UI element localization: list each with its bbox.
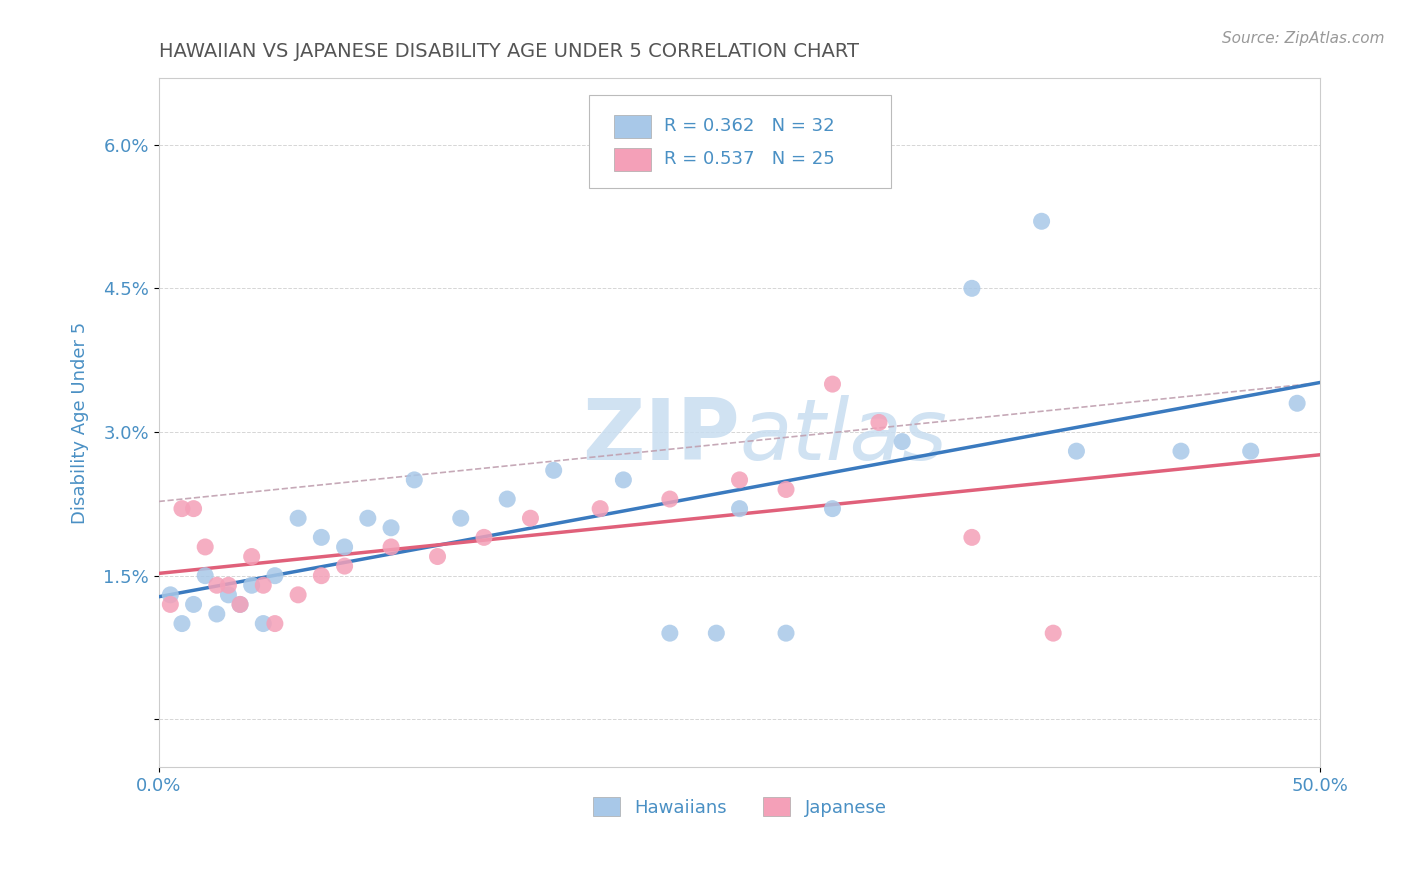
Point [960, 281, 983, 295]
Point [229, 598, 252, 612]
FancyBboxPatch shape [589, 95, 890, 188]
Point [658, 491, 681, 506]
Point [704, 626, 727, 640]
Point [472, 530, 495, 544]
Point [311, 568, 333, 582]
Point [728, 473, 751, 487]
Point [821, 501, 844, 516]
Point [170, 501, 193, 516]
Point [543, 463, 565, 477]
Point [240, 549, 263, 564]
Point [217, 588, 239, 602]
Point [1286, 396, 1309, 410]
Point [450, 511, 472, 525]
Point [205, 578, 228, 592]
Point [1042, 626, 1064, 640]
Point [252, 578, 274, 592]
Point [217, 578, 239, 592]
Point [380, 521, 402, 535]
Point [960, 530, 983, 544]
Y-axis label: Disability Age Under 5: Disability Age Under 5 [72, 321, 89, 524]
Point [183, 501, 205, 516]
Point [194, 540, 217, 554]
Text: R = 0.362   N = 32: R = 0.362 N = 32 [664, 117, 835, 135]
Point [252, 616, 274, 631]
Point [1170, 444, 1192, 458]
Point [159, 598, 181, 612]
Text: atlas: atlas [740, 395, 948, 478]
Point [1240, 444, 1263, 458]
Point [519, 511, 541, 525]
Point [1066, 444, 1088, 458]
Point [264, 568, 287, 582]
Point [311, 530, 333, 544]
Point [170, 616, 193, 631]
FancyBboxPatch shape [614, 148, 651, 170]
Point [380, 540, 402, 554]
Point [612, 473, 634, 487]
Point [287, 511, 309, 525]
Point [159, 588, 181, 602]
Point [404, 473, 426, 487]
Point [891, 434, 914, 449]
Point [333, 540, 356, 554]
Point [589, 501, 612, 516]
Text: Source: ZipAtlas.com: Source: ZipAtlas.com [1222, 31, 1385, 46]
Text: R = 0.537   N = 25: R = 0.537 N = 25 [664, 150, 835, 168]
Point [868, 416, 890, 430]
Point [821, 377, 844, 392]
Point [775, 483, 797, 497]
Legend: Hawaiians, Japanese: Hawaiians, Japanese [585, 790, 894, 823]
Point [333, 559, 356, 574]
Point [426, 549, 449, 564]
Point [264, 616, 287, 631]
Text: HAWAIIAN VS JAPANESE DISABILITY AGE UNDER 5 CORRELATION CHART: HAWAIIAN VS JAPANESE DISABILITY AGE UNDE… [159, 42, 859, 61]
Point [287, 588, 309, 602]
Point [775, 626, 797, 640]
Point [496, 491, 519, 506]
Point [240, 578, 263, 592]
Point [205, 607, 228, 621]
Point [229, 598, 252, 612]
Point [658, 626, 681, 640]
Point [194, 568, 217, 582]
Point [728, 501, 751, 516]
FancyBboxPatch shape [614, 115, 651, 137]
Text: ZIP: ZIP [582, 395, 740, 478]
Point [357, 511, 380, 525]
Point [183, 598, 205, 612]
Point [1031, 214, 1053, 228]
